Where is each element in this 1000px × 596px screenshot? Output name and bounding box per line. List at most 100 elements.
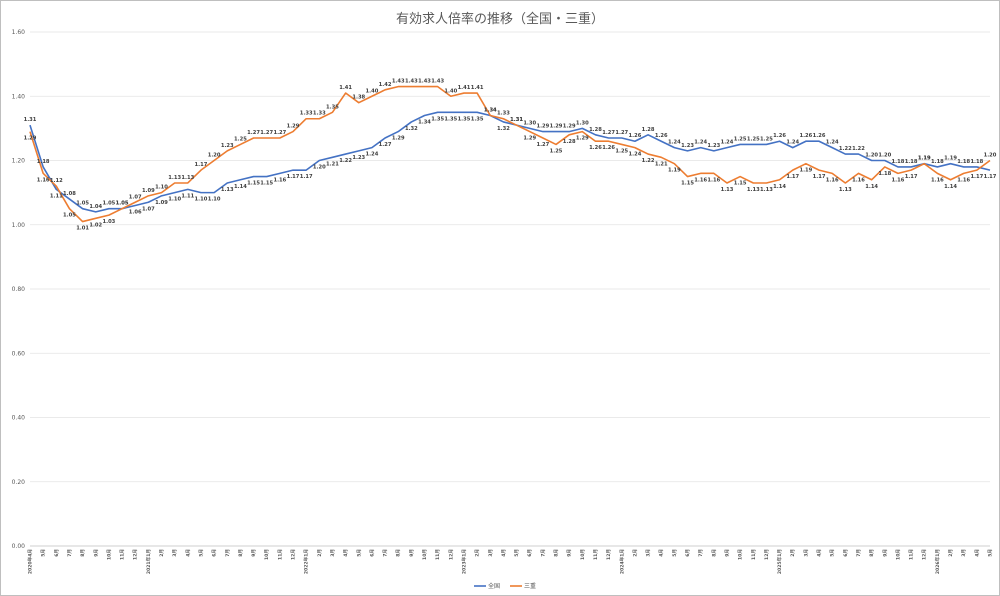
data-label: 1.30 <box>523 120 536 126</box>
data-label: 1.35 <box>458 116 471 122</box>
x-tick-label: 5月 <box>355 549 362 557</box>
data-label: 1.35 <box>431 116 444 122</box>
data-label: 1.26 <box>655 133 668 139</box>
data-label: 1.26 <box>629 133 642 139</box>
data-label: 1.29 <box>576 136 589 142</box>
x-tick-label: 2021年1月 <box>145 549 152 574</box>
data-label: 1.18 <box>957 159 970 165</box>
data-label: 1.14 <box>234 184 247 190</box>
data-label: 1.24 <box>786 140 799 146</box>
x-tick-label: 2025年1月 <box>776 549 783 574</box>
data-label: 1.20 <box>878 153 891 159</box>
data-label: 1.17 <box>905 174 918 180</box>
data-label: 1.29 <box>392 136 405 142</box>
data-label: 1.26 <box>773 133 786 139</box>
x-tick-label: 3月 <box>960 549 967 557</box>
x-tick-label: 11月 <box>119 549 126 560</box>
data-label: 1.24 <box>721 140 734 146</box>
data-label: 1.41 <box>471 85 484 91</box>
data-label: 1.25 <box>550 148 563 154</box>
y-tick-label: 0.80 <box>12 286 26 293</box>
x-tick-label: 7月 <box>855 549 862 557</box>
data-label: 1.08 <box>63 191 76 197</box>
data-label: 1.06 <box>129 209 142 215</box>
y-tick-label: 0.60 <box>12 350 26 357</box>
data-label: 1.25 <box>234 136 247 142</box>
data-label: 1.07 <box>142 206 155 212</box>
data-label: 1.15 <box>681 181 694 187</box>
x-tick-label: 10月 <box>579 549 586 560</box>
data-label: 1.22 <box>339 158 352 164</box>
x-tick-label: 4月 <box>184 549 191 557</box>
x-tick-label: 11月 <box>750 549 757 560</box>
data-label: 1.05 <box>76 201 89 207</box>
data-label: 1.09 <box>155 200 168 206</box>
data-label: 1.16 <box>694 177 707 183</box>
data-label: 1.17 <box>287 174 300 180</box>
data-label: 1.24 <box>668 140 681 146</box>
data-label: 1.41 <box>339 85 352 91</box>
data-label: 1.19 <box>944 156 957 162</box>
data-label: 1.21 <box>655 161 668 167</box>
data-label: 1.13 <box>760 187 773 193</box>
data-label: 1.10 <box>155 185 168 191</box>
x-tick-label: 8月 <box>553 549 560 557</box>
data-label: 1.07 <box>129 194 142 200</box>
data-label: 1.05 <box>116 201 129 207</box>
x-tick-label: 12月 <box>605 549 612 560</box>
data-label: 1.29 <box>523 136 536 142</box>
data-label: 1.12 <box>50 178 63 184</box>
data-label: 1.35 <box>471 116 484 122</box>
data-label: 1.35 <box>444 116 457 122</box>
x-tick-label: 2月 <box>158 549 165 557</box>
x-tick-label: 10月 <box>263 549 270 560</box>
x-tick-label: 6月 <box>526 549 533 557</box>
data-label: 1.16 <box>892 177 905 183</box>
data-label: 1.40 <box>366 88 379 94</box>
data-label: 1.29 <box>536 124 549 130</box>
data-label: 1.19 <box>918 156 931 162</box>
legend-label: 三重 <box>524 582 536 590</box>
data-label: 1.29 <box>550 124 563 130</box>
data-label: 1.19 <box>668 168 681 174</box>
data-label: 1.23 <box>707 143 720 149</box>
data-label: 1.20 <box>865 153 878 159</box>
x-tick-label: 6月 <box>842 549 849 557</box>
x-tick-label: 8月 <box>79 549 86 557</box>
x-tick-label: 5月 <box>513 549 520 557</box>
data-label: 1.25 <box>734 136 747 142</box>
data-label: 1.19 <box>918 156 931 162</box>
data-label: 1.29 <box>563 124 576 130</box>
y-tick-label: 1.60 <box>12 29 26 36</box>
x-tick-label: 4月 <box>500 549 507 557</box>
x-tick-label: 7月 <box>697 549 704 557</box>
data-label: 1.10 <box>168 197 181 203</box>
x-tick-label: 5月 <box>987 549 994 557</box>
data-label: 1.13 <box>721 187 734 193</box>
x-tick-label: 4月 <box>816 549 823 557</box>
data-label: 1.35 <box>326 104 339 110</box>
data-label: 1.34 <box>418 120 431 126</box>
data-label: 1.15 <box>260 181 273 187</box>
data-label: 1.24 <box>629 152 642 158</box>
x-tick-label: 5月 <box>671 549 678 557</box>
data-label: 1.25 <box>760 136 773 142</box>
legend-label: 全国 <box>488 582 500 590</box>
data-label: 1.05 <box>63 213 76 219</box>
x-tick-label: 2020年4月 <box>27 549 34 574</box>
data-label: 1.16 <box>957 177 970 183</box>
data-label: 1.32 <box>497 126 510 132</box>
data-label: 1.31 <box>24 117 37 123</box>
x-tick-label: 7月 <box>224 549 231 557</box>
x-tick-label: 2月 <box>947 549 954 557</box>
data-label: 1.34 <box>484 108 497 114</box>
x-tick-label: 9月 <box>881 549 888 557</box>
data-label: 1.22 <box>642 158 655 164</box>
data-label: 1.28 <box>589 127 602 133</box>
data-label: 1.24 <box>826 140 839 146</box>
data-label: 1.19 <box>799 168 812 174</box>
data-label: 1.17 <box>300 174 313 180</box>
x-tick-label: 2026年1月 <box>934 549 941 574</box>
x-tick-label: 2024年1月 <box>618 549 625 574</box>
data-label: 1.13 <box>168 175 181 181</box>
